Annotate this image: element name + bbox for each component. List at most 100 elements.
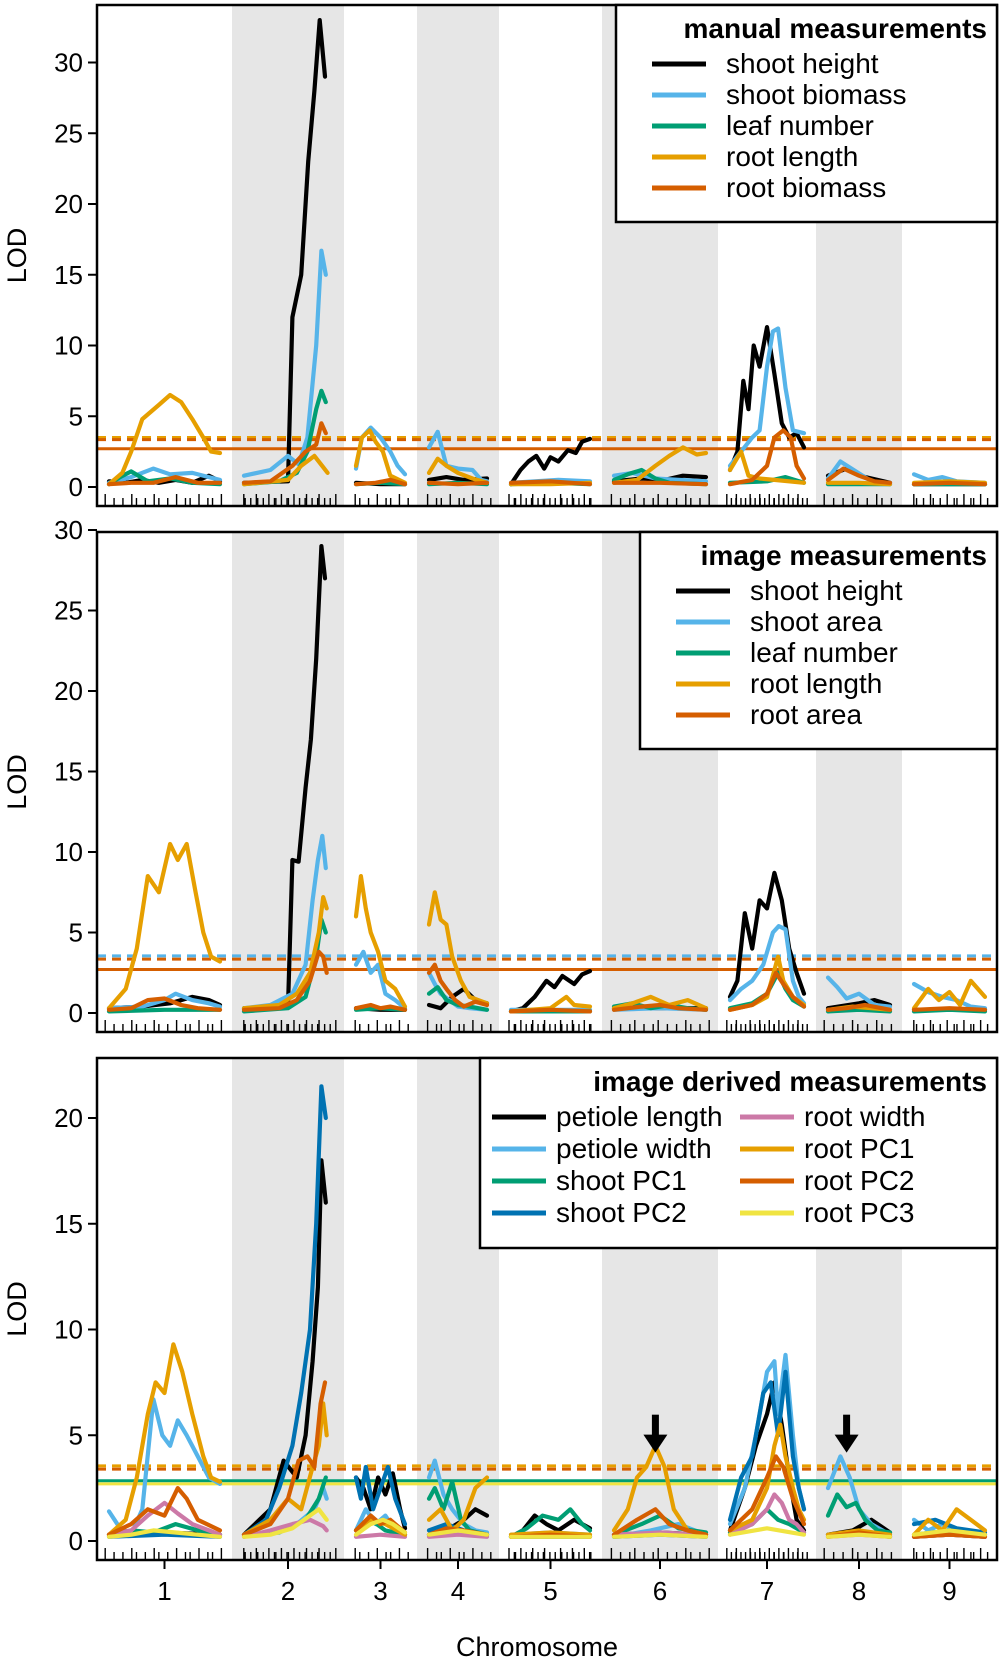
y-tick-label: 25 [54,596,83,626]
series-line [508,436,593,487]
annotation-arrow [834,1414,859,1453]
series-line [241,1084,328,1537]
x-tick-label: 9 [942,1576,956,1606]
legend-label: petiole length [556,1101,723,1132]
legend-label: shoot PC1 [556,1165,687,1196]
x-tick-label: 1 [157,1576,171,1606]
series-line [106,1500,223,1537]
legend-label: shoot height [726,48,879,79]
chromosome-band-4 [417,5,499,506]
y-tick-label: 20 [54,1103,83,1133]
series-root-area [106,949,988,1014]
y-tick-label: 15 [54,260,83,290]
series-line [911,480,988,487]
series-line [353,428,408,485]
y-tick-label: 20 [54,189,83,219]
series-line [426,1532,490,1539]
y-tick-label: 15 [54,1209,83,1239]
legend-label: root biomass [726,172,886,203]
series-line [825,466,893,485]
series-line [825,1492,893,1535]
y-tick-label: 30 [54,48,83,78]
legend-label: root PC2 [804,1165,915,1196]
annotation-arrow [643,1414,668,1453]
x-tick-label: 8 [852,1576,866,1606]
legend-title: image measurements [701,540,987,571]
legend: image derived measurements petiole length… [478,1056,999,1250]
series-line [611,1532,709,1539]
series-line [508,479,593,487]
y-tick-label: 5 [69,918,83,948]
series-root-length [106,392,988,487]
y-tick-label: 10 [54,331,83,361]
y-axis-title: LOD [2,1281,32,1337]
series-line [353,874,408,1009]
legend-title: image derived measurements [593,1066,987,1097]
y-tick-label: 25 [54,118,83,148]
legend-label: petiole width [556,1133,712,1164]
series-line [241,544,328,1011]
series-line [426,480,490,487]
series-line [727,428,807,487]
series-line [727,1454,807,1533]
panel-frame [95,530,999,1034]
series-line [825,1532,893,1539]
series-line [508,1507,593,1539]
legend-label: root width [804,1101,925,1132]
series-line [611,994,709,1011]
y-tick-label: 5 [69,1420,83,1450]
chart-panel-1: 0 5 10 15 20 25 30 LOD manual measurements shoot … [2,3,999,508]
series-line [353,477,408,487]
y-tick-label: 30 [54,515,83,545]
series-line [106,392,223,487]
series-line [727,924,807,1006]
series-line [353,1532,408,1539]
series-line [911,1532,988,1539]
y-tick-label: 10 [54,1315,83,1345]
series-line [727,326,807,468]
series-root-biomass [106,421,988,487]
series-line [611,480,709,487]
x-axis-title: Chromosome [456,1632,618,1662]
series-line [911,978,988,1011]
marker-rug [104,1020,989,1032]
series-line [106,1486,223,1537]
y-axis-title: LOD [2,228,32,284]
legend-label: root length [726,141,858,172]
series-line [106,475,223,487]
series-line [106,841,223,1011]
panel-frame [95,3,999,508]
chart-panel-2: 0 5 10 15 20 25 30 LOD image measurements shoot h… [2,515,999,1034]
series-line [727,1492,807,1537]
x-tick-label: 7 [760,1576,774,1606]
y-tick-label: 0 [69,998,83,1028]
y-tick-label: 0 [69,472,83,502]
x-tick-label: 4 [451,1576,465,1606]
series-line [426,962,490,1009]
series-line [611,1530,709,1537]
series-line [106,1528,223,1539]
series-line [911,1006,988,1012]
y-axis-title: LOD [2,754,32,810]
marker-rug [104,494,989,506]
series-line [825,1002,893,1012]
series-line [353,1002,408,1012]
series-line [426,890,490,1006]
series-line [911,1528,988,1537]
series-line [727,1369,807,1522]
series-line [727,1422,807,1533]
legend-label: root PC3 [804,1197,915,1228]
series-line [106,1342,223,1537]
series-line [241,453,330,487]
series-line [611,1507,709,1537]
series-line [911,1507,988,1537]
series-line [241,1507,329,1539]
x-tick-label: 2 [281,1576,295,1606]
y-tick-label: 10 [54,837,83,867]
series-line [241,1380,328,1537]
series-line [727,1526,807,1537]
series-line [611,445,709,485]
x-tick-label: 3 [373,1576,387,1606]
